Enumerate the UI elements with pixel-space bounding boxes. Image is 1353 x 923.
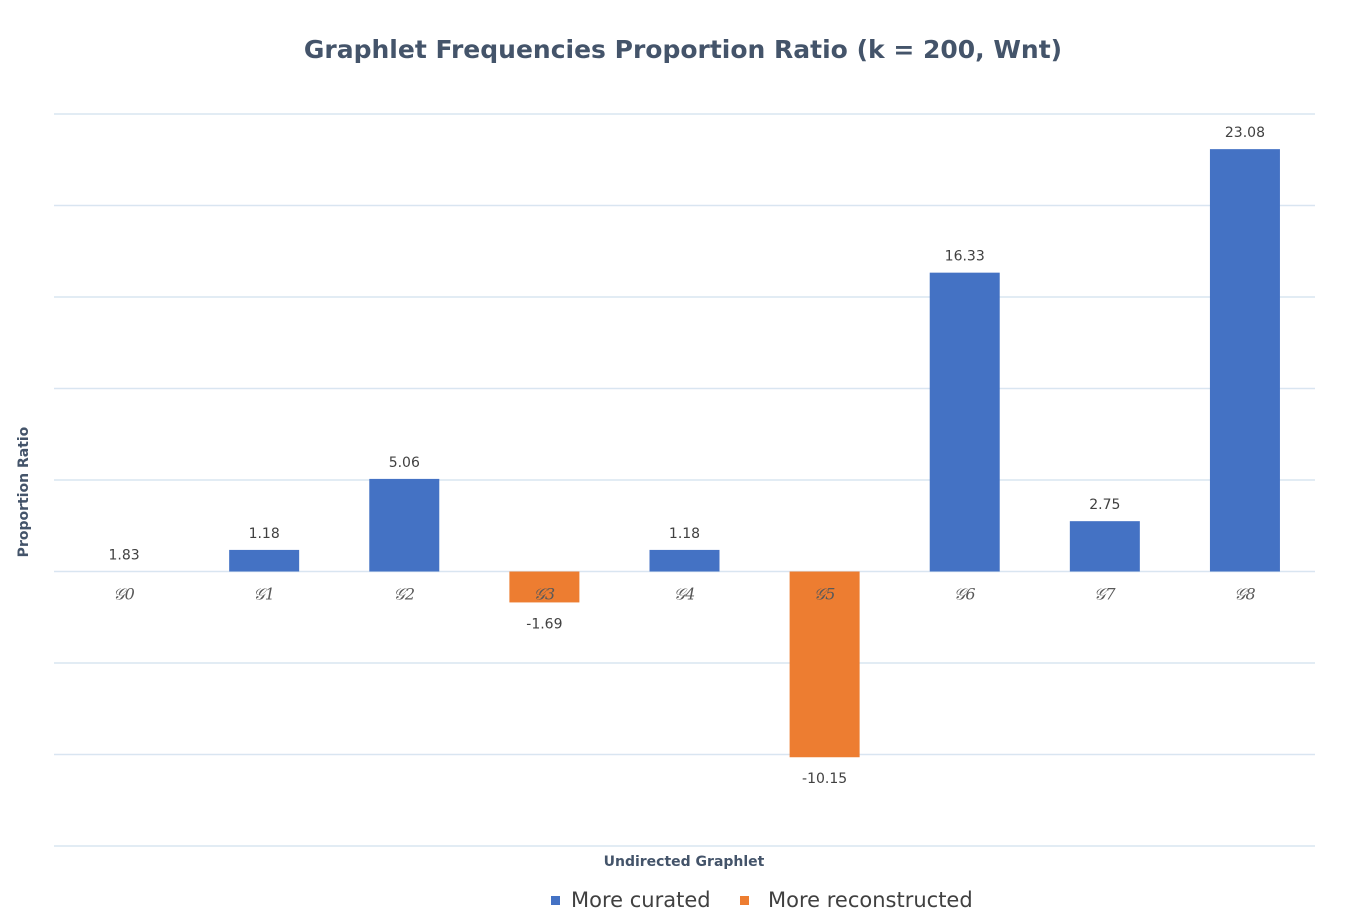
y-axis-label: Proportion Ratio bbox=[16, 426, 32, 557]
bar-4 bbox=[649, 549, 720, 572]
legend: More curated More reconstructed bbox=[551, 888, 973, 912]
bar-8 bbox=[1209, 149, 1280, 572]
data-label: 23.08 bbox=[1225, 125, 1265, 141]
data-label: 1.18 bbox=[669, 526, 700, 542]
data-label: 1.18 bbox=[249, 526, 280, 542]
legend-label: More curated bbox=[571, 888, 711, 912]
legend-swatch bbox=[551, 896, 560, 905]
data-label: -1.69 bbox=[526, 616, 562, 632]
x-tick-label: 𝒢4 bbox=[674, 585, 696, 604]
data-label: 5.06 bbox=[389, 455, 420, 471]
x-tick-label: 𝒢5 bbox=[814, 585, 836, 604]
x-axis-label: Undirected Graphlet bbox=[604, 854, 765, 870]
chart-title: Graphlet Frequencies Proportion Ratio (k… bbox=[304, 35, 1062, 64]
data-label: 1.83 bbox=[108, 548, 139, 564]
gridlines bbox=[54, 113, 1315, 847]
data-labels: 1.83 1.18 5.06 -1.69 1.18 -10.15 16.33 2.75 23.0… bbox=[108, 125, 1265, 787]
data-label: 2.75 bbox=[1089, 497, 1120, 513]
bar-2 bbox=[369, 478, 440, 572]
bar-1 bbox=[229, 549, 300, 572]
x-tick-label: 𝒢7 bbox=[1094, 585, 1116, 604]
bars bbox=[229, 149, 1280, 758]
x-tick-label: 𝒢8 bbox=[1234, 585, 1256, 604]
x-tick-labels: 𝒢0 𝒢1 𝒢2 𝒢3 𝒢4 𝒢5 𝒢6 𝒢7 𝒢8 bbox=[113, 585, 1255, 604]
x-tick-label: 𝒢1 bbox=[253, 585, 275, 604]
legend-label: More reconstructed bbox=[768, 888, 973, 912]
bar-6 bbox=[929, 272, 1000, 572]
data-label: -10.15 bbox=[802, 771, 847, 787]
x-tick-label: 𝒢3 bbox=[534, 585, 556, 604]
bar-5 bbox=[789, 571, 860, 758]
bar-3 bbox=[509, 571, 580, 603]
legend-swatch bbox=[740, 896, 749, 905]
x-tick-label: 𝒢6 bbox=[954, 585, 976, 604]
x-tick-label: 𝒢2 bbox=[393, 585, 415, 604]
x-tick-label: 𝒢0 bbox=[113, 585, 135, 604]
data-label: 16.33 bbox=[945, 249, 985, 265]
bar-7 bbox=[1069, 521, 1140, 572]
